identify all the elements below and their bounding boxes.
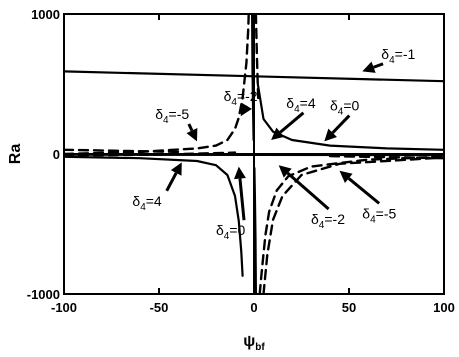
- annotation-label: δ4=4: [286, 95, 316, 115]
- annotation-value: =-1: [395, 46, 416, 62]
- annotation-arrow-shaft: [331, 114, 351, 134]
- annotation-arrow-shaft: [165, 172, 178, 192]
- annotation-6: δ4=4: [132, 162, 182, 213]
- annotation-subscript: 4: [140, 202, 146, 213]
- annotation-subscript: 4: [338, 107, 344, 118]
- annotation-arrow-shaft: [373, 62, 384, 69]
- annotation-value: =-2: [237, 88, 258, 104]
- annotation-arrow-shaft: [187, 123, 194, 132]
- x-axis-label-sub: bf: [255, 342, 265, 353]
- annotation-arrow-head: [240, 102, 252, 117]
- y-axis-label: Ra: [7, 144, 24, 165]
- annotation-symbol: δ: [381, 46, 389, 62]
- x-tick-label: -100: [51, 300, 77, 315]
- x-axis-label: ψbf: [243, 333, 265, 353]
- annotation-label: δ4=-1: [381, 46, 415, 66]
- annotation-value: =4: [300, 95, 316, 111]
- annotation-arrow-head: [339, 170, 353, 184]
- annotation-value: =0: [343, 98, 359, 114]
- series-5-segment-4: [64, 148, 180, 154]
- annotation-arrow-shaft: [286, 171, 330, 211]
- x-tick-label: 0: [250, 300, 257, 315]
- x-tick-label: -50: [150, 300, 169, 315]
- annotation-arrow-shaft: [279, 111, 305, 134]
- tick-layer: -100 -50 0 50 100 -1000 0 1000: [27, 7, 455, 315]
- annotation-9: δ4=-5: [339, 170, 396, 225]
- annotation-subscript: 4: [163, 115, 169, 126]
- series-4-segment-2: [258, 155, 444, 294]
- annotation-5: δ4=0: [324, 98, 360, 142]
- annotation-arrow-head: [186, 127, 198, 142]
- annotation-symbol: δ: [362, 205, 370, 221]
- annotation-subscript: 4: [231, 97, 237, 108]
- annotation-arrow-head: [362, 61, 376, 73]
- annotation-7: δ4=0: [216, 166, 246, 242]
- annotation-label: δ4=-5: [155, 106, 189, 126]
- y-tick-label: 0: [53, 147, 60, 162]
- annotation-value: =-5: [169, 106, 190, 122]
- x-tick-label: 100: [433, 300, 455, 315]
- annotation-layer: δ4=-1δ4=-2δ4=-5δ4=4 δ4=0δ4=4δ4=0δ4=-2 δ4=-…: [132, 46, 415, 242]
- series-5-segment-2: [254, 14, 260, 100]
- annotation-subscript: 4: [294, 104, 300, 115]
- annotation-symbol: δ: [224, 88, 232, 104]
- series-2-segment-1: [64, 155, 244, 277]
- series-5-segment-5: [328, 154, 444, 160]
- annotation-subscript: 4: [389, 55, 395, 66]
- annotation-label: δ4=-2: [311, 211, 345, 231]
- annotation-arrow-head: [233, 166, 246, 180]
- annotation-label: δ4=0: [330, 98, 360, 118]
- x-axis-label-main: ψ: [243, 333, 255, 350]
- annotation-label: δ4=-5: [362, 205, 396, 225]
- annotation-value: =-5: [376, 205, 397, 221]
- annotation-value: =0: [229, 222, 245, 238]
- annotation-symbol: δ: [330, 98, 338, 114]
- annotation-4: δ4=4: [271, 95, 316, 140]
- annotation-label: δ4=4: [132, 193, 162, 213]
- y-tick-label: 1000: [31, 7, 60, 22]
- series-2-segment-4: [256, 82, 444, 151]
- annotation-subscript: 4: [319, 220, 325, 231]
- annotation-subscript: 4: [224, 231, 230, 242]
- y-tick-label: -1000: [27, 287, 60, 302]
- annotation-value: =4: [146, 193, 162, 209]
- annotation-symbol: δ: [155, 106, 163, 122]
- annotation-arrow-head: [271, 127, 285, 140]
- annotation-symbol: δ: [132, 193, 140, 209]
- annotation-subscript: 4: [370, 214, 376, 225]
- annotation-arrow-head: [324, 128, 337, 142]
- annotation-1: δ4=-1: [362, 46, 415, 73]
- series-5-segment-3: [262, 156, 444, 294]
- annotation-symbol: δ: [286, 95, 294, 111]
- series-4-segment-1: [64, 14, 250, 156]
- annotation-arrow-head: [278, 165, 292, 178]
- annotation-8: δ4=-2: [278, 165, 345, 231]
- annotation-symbol: δ: [216, 222, 224, 238]
- annotation-value: =-2: [324, 211, 345, 227]
- annotation-3: δ4=-5: [155, 106, 198, 142]
- annotation-symbol: δ: [311, 211, 319, 227]
- annotation-arrow-head: [170, 162, 182, 176]
- annotation-label: δ4=0: [216, 222, 246, 242]
- annotation-2: δ4=-2: [224, 88, 258, 117]
- annotation-arrow-shaft: [347, 177, 381, 205]
- x-tick-label: 50: [342, 300, 356, 315]
- annotation-arrow-shaft: [238, 178, 246, 221]
- annotation-label: δ4=-2: [224, 88, 258, 108]
